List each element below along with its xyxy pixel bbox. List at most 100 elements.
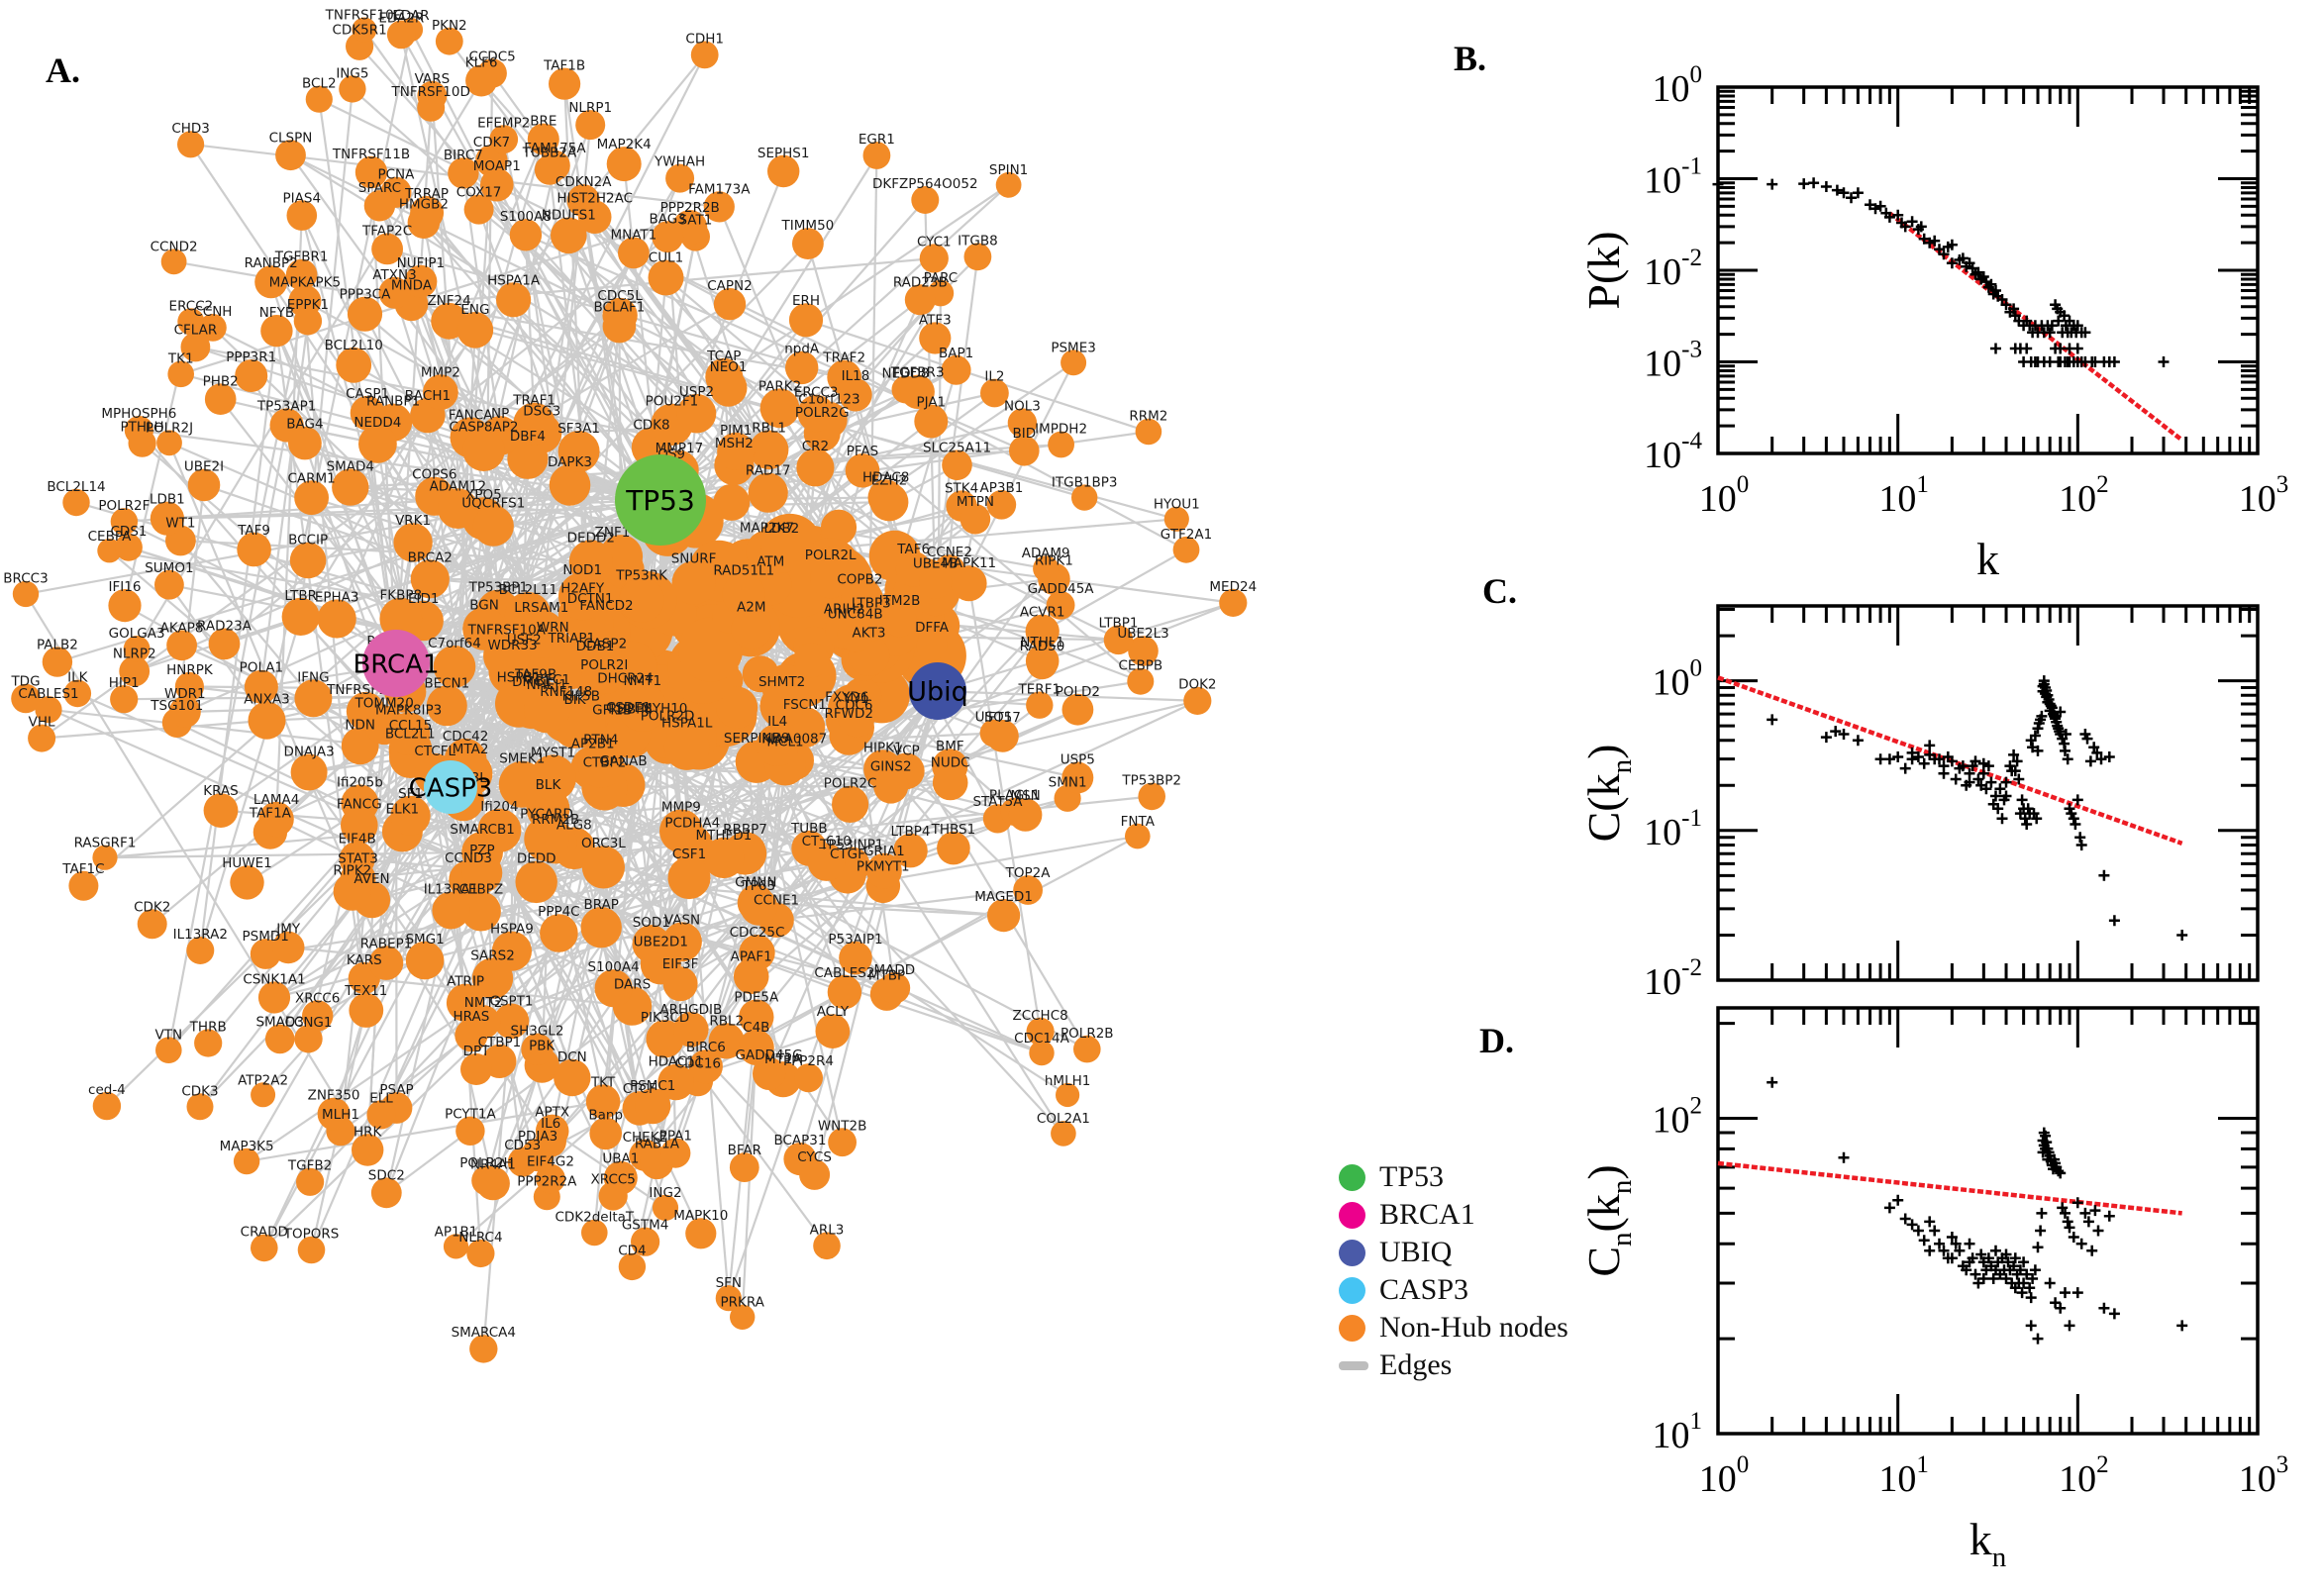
network-node[interactable]: [471, 957, 514, 999]
network-node[interactable]: [619, 577, 664, 623]
network-node[interactable]: [469, 1335, 498, 1363]
network-node[interactable]: [893, 833, 928, 868]
network-node[interactable]: [352, 1134, 384, 1166]
network-node[interactable]: [598, 1181, 628, 1211]
network-node[interactable]: [203, 793, 239, 828]
network-node[interactable]: [443, 1234, 469, 1259]
network-node[interactable]: [676, 393, 717, 434]
network-node[interactable]: [167, 360, 194, 388]
network-node[interactable]: [386, 712, 431, 755]
network-node[interactable]: [618, 237, 650, 269]
network-node[interactable]: [378, 276, 411, 309]
network-node[interactable]: [575, 110, 606, 141]
network-node[interactable]: [123, 636, 151, 662]
network-node[interactable]: [115, 533, 143, 561]
network-node[interactable]: [690, 41, 719, 69]
network-node[interactable]: [150, 501, 184, 536]
network-node[interactable]: [815, 1014, 851, 1048]
network-node[interactable]: [354, 155, 388, 189]
network-node[interactable]: [432, 891, 470, 930]
network-node[interactable]: [566, 184, 600, 218]
network-node[interactable]: [332, 468, 369, 506]
network-node[interactable]: [759, 388, 800, 429]
network-node[interactable]: [155, 1037, 182, 1063]
network-node[interactable]: [919, 244, 949, 273]
network-node[interactable]: [462, 429, 505, 472]
network-node[interactable]: [341, 806, 378, 845]
network-node[interactable]: [540, 914, 578, 952]
network-node[interactable]: [472, 505, 514, 547]
network-node[interactable]: [423, 374, 458, 411]
network-node[interactable]: [635, 1088, 671, 1125]
network-node[interactable]: [1183, 686, 1212, 716]
network-node[interactable]: [294, 1025, 323, 1053]
network-node[interactable]: [339, 75, 366, 103]
network-node[interactable]: [137, 909, 167, 940]
network-node[interactable]: [730, 1304, 756, 1331]
network-node[interactable]: [788, 303, 824, 338]
network-node[interactable]: [878, 972, 911, 1004]
network-node[interactable]: [827, 974, 862, 1010]
network-node[interactable]: [759, 531, 803, 573]
network-node[interactable]: [1025, 614, 1060, 648]
hub-node-casp3[interactable]: [424, 760, 477, 814]
network-node[interactable]: [493, 1003, 530, 1040]
network-node[interactable]: [297, 1236, 326, 1264]
network-node[interactable]: [393, 523, 433, 562]
network-node[interactable]: [820, 509, 858, 546]
network-node[interactable]: [386, 20, 416, 50]
network-node[interactable]: [1026, 648, 1059, 680]
network-node[interactable]: [475, 1166, 510, 1201]
network-node[interactable]: [204, 383, 237, 416]
network-node[interactable]: [258, 801, 294, 838]
network-node[interactable]: [358, 425, 397, 463]
network-node[interactable]: [785, 350, 819, 385]
network-node[interactable]: [581, 646, 630, 694]
network-node[interactable]: [540, 150, 570, 181]
network-node[interactable]: [799, 1158, 831, 1190]
network-node[interactable]: [1026, 1017, 1055, 1046]
network-node[interactable]: [11, 683, 41, 714]
network-node[interactable]: [729, 1152, 759, 1182]
network-node[interactable]: [527, 123, 559, 155]
network-node[interactable]: [919, 565, 953, 599]
network-node[interactable]: [606, 147, 642, 182]
network-node[interactable]: [951, 565, 987, 602]
network-node[interactable]: [347, 296, 383, 332]
network-node[interactable]: [110, 508, 139, 536]
network-node[interactable]: [1125, 823, 1151, 849]
hub-node-tp53[interactable]: [615, 454, 706, 546]
network-node[interactable]: [678, 617, 744, 682]
network-node[interactable]: [688, 1049, 723, 1084]
network-node[interactable]: [339, 841, 375, 877]
network-node[interactable]: [405, 941, 445, 980]
network-node[interactable]: [1127, 667, 1155, 695]
network-node[interactable]: [1051, 1121, 1076, 1147]
network-node[interactable]: [937, 831, 970, 865]
network-node[interactable]: [513, 402, 556, 446]
network-node[interactable]: [1172, 536, 1200, 563]
network-node[interactable]: [963, 243, 992, 271]
network-node[interactable]: [652, 221, 684, 253]
network-node[interactable]: [352, 17, 377, 43]
network-node[interactable]: [119, 655, 151, 687]
network-node[interactable]: [435, 27, 463, 55]
network-node[interactable]: [797, 394, 835, 433]
network-node[interactable]: [154, 569, 184, 600]
network-node[interactable]: [456, 312, 494, 349]
network-node[interactable]: [379, 597, 423, 641]
network-node[interactable]: [869, 482, 909, 522]
network-node[interactable]: [466, 1239, 495, 1268]
network-node[interactable]: [813, 1232, 841, 1260]
network-node[interactable]: [618, 1252, 647, 1281]
network-node[interactable]: [914, 404, 949, 439]
network-node[interactable]: [585, 1084, 621, 1119]
network-node[interactable]: [62, 488, 90, 517]
network-node[interactable]: [1013, 875, 1043, 905]
network-node[interactable]: [941, 354, 971, 385]
network-node[interactable]: [42, 647, 73, 677]
network-node[interactable]: [1135, 418, 1162, 446]
network-node[interactable]: [838, 701, 875, 738]
network-node[interactable]: [1046, 590, 1075, 620]
network-node[interactable]: [794, 1063, 823, 1093]
